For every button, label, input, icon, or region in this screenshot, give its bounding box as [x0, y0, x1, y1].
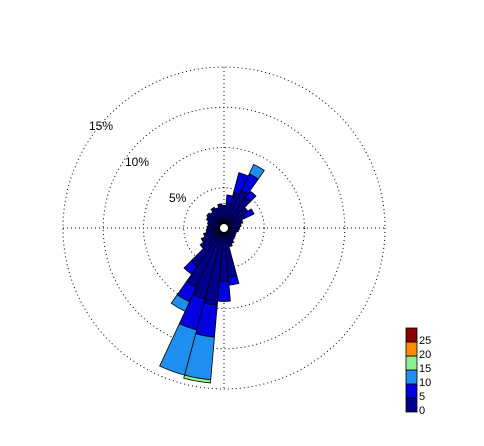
colorbar-bin-4 [405, 341, 418, 357]
sector-190-bin-3 [183, 374, 212, 384]
grid-ring-5 [183, 187, 265, 269]
colorbar-label-5: 5 [419, 391, 425, 403]
ring-labels: 5% 10% 15% [89, 119, 187, 205]
colorbar-bin-5 [405, 327, 418, 343]
sector-170-bin-1 [227, 275, 240, 286]
colorbar-label-10: 10 [419, 377, 431, 389]
sector-180-bin-1 [217, 280, 231, 302]
calm-center-marker [218, 222, 230, 234]
sector-210-bin-2 [170, 294, 191, 312]
sector-30-bin-2 [248, 163, 265, 180]
grid-ring-20 [62, 66, 386, 390]
ring-label-15: 15% [89, 119, 113, 133]
sector-200-bin-2 [159, 323, 198, 376]
sector-220-bin-1 [183, 260, 198, 275]
wind-sectors [159, 163, 265, 384]
colorbar-bin-0 [405, 397, 418, 413]
colorbar-tick-labels: 0 5 10 15 20 25 [419, 335, 431, 417]
ring-label-10: 10% [125, 155, 149, 169]
colorbar-legend [405, 327, 418, 413]
colorbar-label-25: 25 [419, 335, 431, 347]
sector-40-bin-1 [244, 190, 257, 203]
sector-60-bin-1 [242, 208, 255, 219]
ring-label-5: 5% [169, 191, 187, 205]
colorbar-label-0: 0 [419, 405, 425, 417]
colorbar-bin-2 [405, 369, 418, 385]
colorbar-label-20: 20 [419, 349, 431, 361]
colorbar-label-15: 15 [419, 363, 431, 375]
colorbar-bin-1 [405, 383, 418, 399]
colorbar-bin-3 [405, 355, 418, 371]
